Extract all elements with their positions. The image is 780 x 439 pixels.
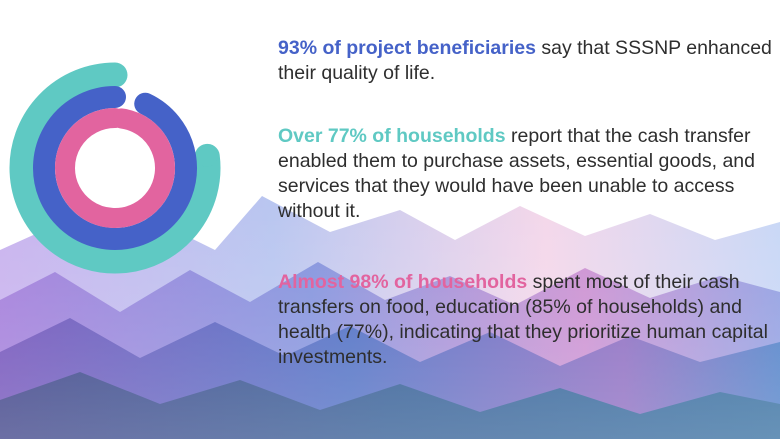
stat-cash-transfer-text: report that the cash transfer enabled th… xyxy=(278,125,755,222)
stat-spending: Almost 98% of households spent most of t… xyxy=(278,270,773,370)
ring-inner-cap xyxy=(112,109,130,127)
stat-cash-transfer: Over 77% of households report that the c… xyxy=(278,124,773,224)
ring-middle-bar xyxy=(33,86,197,250)
ring-outer-bar xyxy=(9,62,221,274)
stat-beneficiaries-text: say that SSSNP enhanced their quality of… xyxy=(278,37,772,84)
stat-spending-highlight: Almost 98% of households xyxy=(278,271,528,293)
stat-cash-transfer-highlight: Over 77% of households xyxy=(278,125,506,147)
ring-middle-cap xyxy=(135,94,155,113)
stat-spending-text: spent most of their cash transfers on fo… xyxy=(278,271,768,368)
stat-beneficiaries-highlight: 93% of project beneficiaries xyxy=(278,37,536,59)
ring-inner-bar xyxy=(55,108,175,228)
ring-outer-cap xyxy=(196,145,218,167)
radial-bar-chart xyxy=(9,62,221,274)
stat-beneficiaries: 93% of project beneficiaries say that SS… xyxy=(278,36,773,86)
